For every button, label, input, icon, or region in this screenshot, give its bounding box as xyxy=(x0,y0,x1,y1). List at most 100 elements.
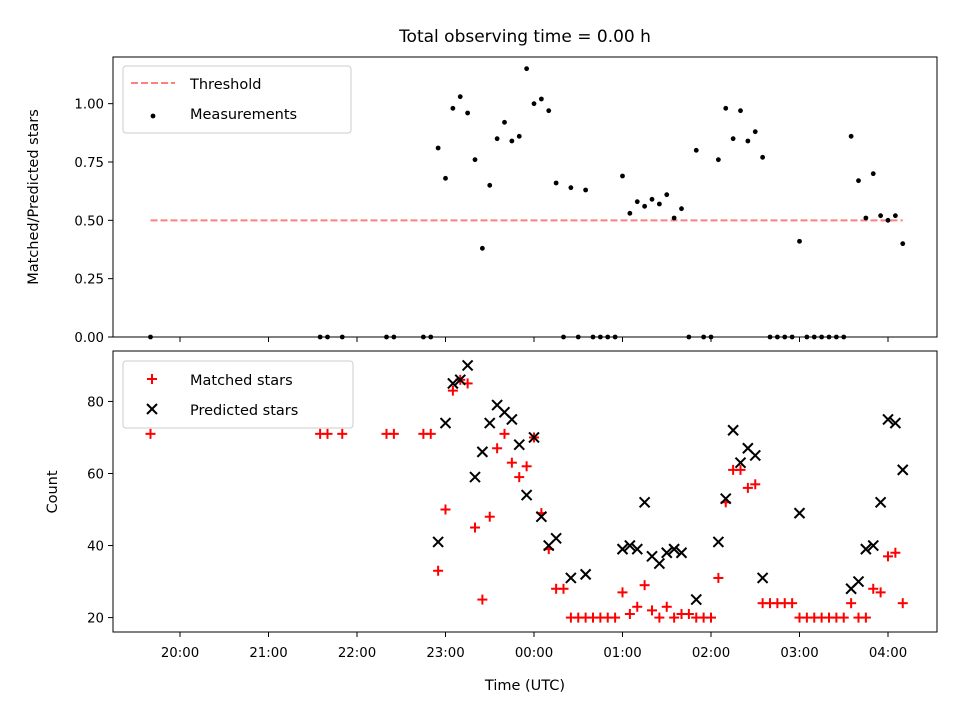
measurement-point xyxy=(848,133,854,139)
matched-star-point xyxy=(521,461,532,472)
predicted-star-point xyxy=(432,536,444,548)
predicted-star-point xyxy=(439,417,452,429)
predicted-star-point xyxy=(638,496,651,509)
predicted-star-point xyxy=(506,413,518,426)
predicted-star-point xyxy=(690,593,702,606)
matched-star-point xyxy=(624,608,635,619)
predicted-star-point xyxy=(734,456,747,469)
measurement-point xyxy=(627,210,633,216)
count-legend: Matched stars Predicted stars xyxy=(122,360,354,429)
predicted-star-point xyxy=(867,539,879,552)
count-y-ticks: 20 40 60 80 xyxy=(87,395,113,627)
predicted-star-point xyxy=(897,464,909,476)
measurement-point xyxy=(435,145,441,151)
matched-star-point xyxy=(639,580,650,591)
measurement-point xyxy=(546,108,552,114)
matched-star-point xyxy=(647,605,657,616)
ratio-y-tick-label: 0.25 xyxy=(74,273,104,288)
measurements-legend-swatch xyxy=(150,113,156,119)
count-axes-frame xyxy=(112,350,938,633)
measurement-point xyxy=(863,215,869,221)
matched-star-point xyxy=(897,598,908,609)
ratio-y-tick-label: 0.00 xyxy=(74,331,104,346)
measurement-point xyxy=(538,96,544,102)
predicted-legend-swatch xyxy=(146,403,158,415)
predicted-star-point xyxy=(461,359,474,372)
count-panel: 20 40 60 80 20:00 21:00 22:00 23:00 00:00 01:00 0… xyxy=(45,350,938,694)
matched-star-point xyxy=(860,612,871,623)
matched-star-point xyxy=(447,385,458,396)
predicted-star-point xyxy=(661,547,673,559)
predicted-star-point xyxy=(484,417,496,429)
predicted-star-point xyxy=(852,575,865,588)
measurement-point xyxy=(671,215,677,221)
measurement-point xyxy=(509,138,515,144)
measurement-point xyxy=(494,136,500,142)
predicted-star-point xyxy=(469,471,481,483)
measurement-point xyxy=(745,138,751,144)
x-tick-label: 22:00 xyxy=(338,646,376,661)
measurement-point xyxy=(487,182,493,188)
x-tick-label: 00:00 xyxy=(515,646,553,661)
predicted-star-point xyxy=(454,374,466,386)
ratio-y-tick-label: 1.00 xyxy=(74,98,104,113)
predicted-star-point xyxy=(675,547,688,559)
measurement-point xyxy=(443,175,448,181)
measurement-point xyxy=(568,185,574,191)
measurement-point xyxy=(620,173,625,179)
predicted-star-point xyxy=(860,543,872,555)
measurement-point xyxy=(583,187,589,193)
ratio-legend: Threshold Measurements xyxy=(122,65,352,134)
predicted-star-point xyxy=(712,536,725,548)
measurement-point xyxy=(856,178,861,184)
matched-star-point xyxy=(750,479,761,490)
chart-title: Total observing time = 0.00 h xyxy=(398,27,651,47)
matched-star-point xyxy=(846,598,857,609)
measurement-point xyxy=(738,108,743,114)
matched-star-point xyxy=(499,428,510,439)
measurement-point xyxy=(553,180,559,186)
matched-star-point xyxy=(735,464,746,475)
matched-star-point xyxy=(875,587,886,598)
count-y-tick-label: 20 xyxy=(87,612,104,627)
measurement-point xyxy=(715,157,721,163)
measurement-point xyxy=(723,105,729,111)
matched-star-point xyxy=(683,608,694,619)
predicted-star-point xyxy=(447,377,459,390)
measurement-point xyxy=(450,105,456,111)
matched-star-point xyxy=(742,482,753,493)
x-tick-label: 03:00 xyxy=(780,646,818,661)
predicted-star-point xyxy=(631,543,643,555)
matched-star-point xyxy=(838,612,849,623)
matched-star-point xyxy=(337,428,348,439)
predicted-star-point xyxy=(727,424,739,436)
predicted-star-point xyxy=(653,557,666,570)
ratio-panel: 0.00 0.25 0.50 0.75 1.00 Matched/Predicted s… xyxy=(26,56,938,346)
predicted-star-point xyxy=(874,496,887,509)
x-tick-label: 21:00 xyxy=(249,646,287,661)
predicted-star-point xyxy=(513,438,525,451)
measurement-point xyxy=(502,119,507,125)
predicted-star-point xyxy=(565,572,577,584)
matched-legend-swatch xyxy=(147,374,157,384)
count-y-tick-label: 40 xyxy=(87,540,104,555)
ratio-y-axis-label: Matched/Predicted stars xyxy=(26,109,42,285)
ratio-y-tick-label: 0.50 xyxy=(74,214,104,229)
predicted-star-point xyxy=(550,532,562,545)
measurements-legend-label: Measurements xyxy=(190,107,297,123)
ratio-legend-box xyxy=(122,65,352,134)
x-axis-label: Time (UTC) xyxy=(484,678,565,694)
measurement-point xyxy=(516,133,522,139)
predicted-star-point xyxy=(882,413,894,426)
matched-star-point xyxy=(617,587,628,598)
measurement-point xyxy=(693,147,699,153)
matched-star-point xyxy=(388,428,399,439)
matched-star-point xyxy=(890,547,901,558)
predicted-star-point xyxy=(528,431,540,444)
measurement-point xyxy=(664,192,670,198)
predicted-star-point xyxy=(668,543,680,555)
measurement-point xyxy=(797,238,802,244)
x-tick-label: 02:00 xyxy=(692,646,730,661)
measurement-point xyxy=(885,217,891,223)
